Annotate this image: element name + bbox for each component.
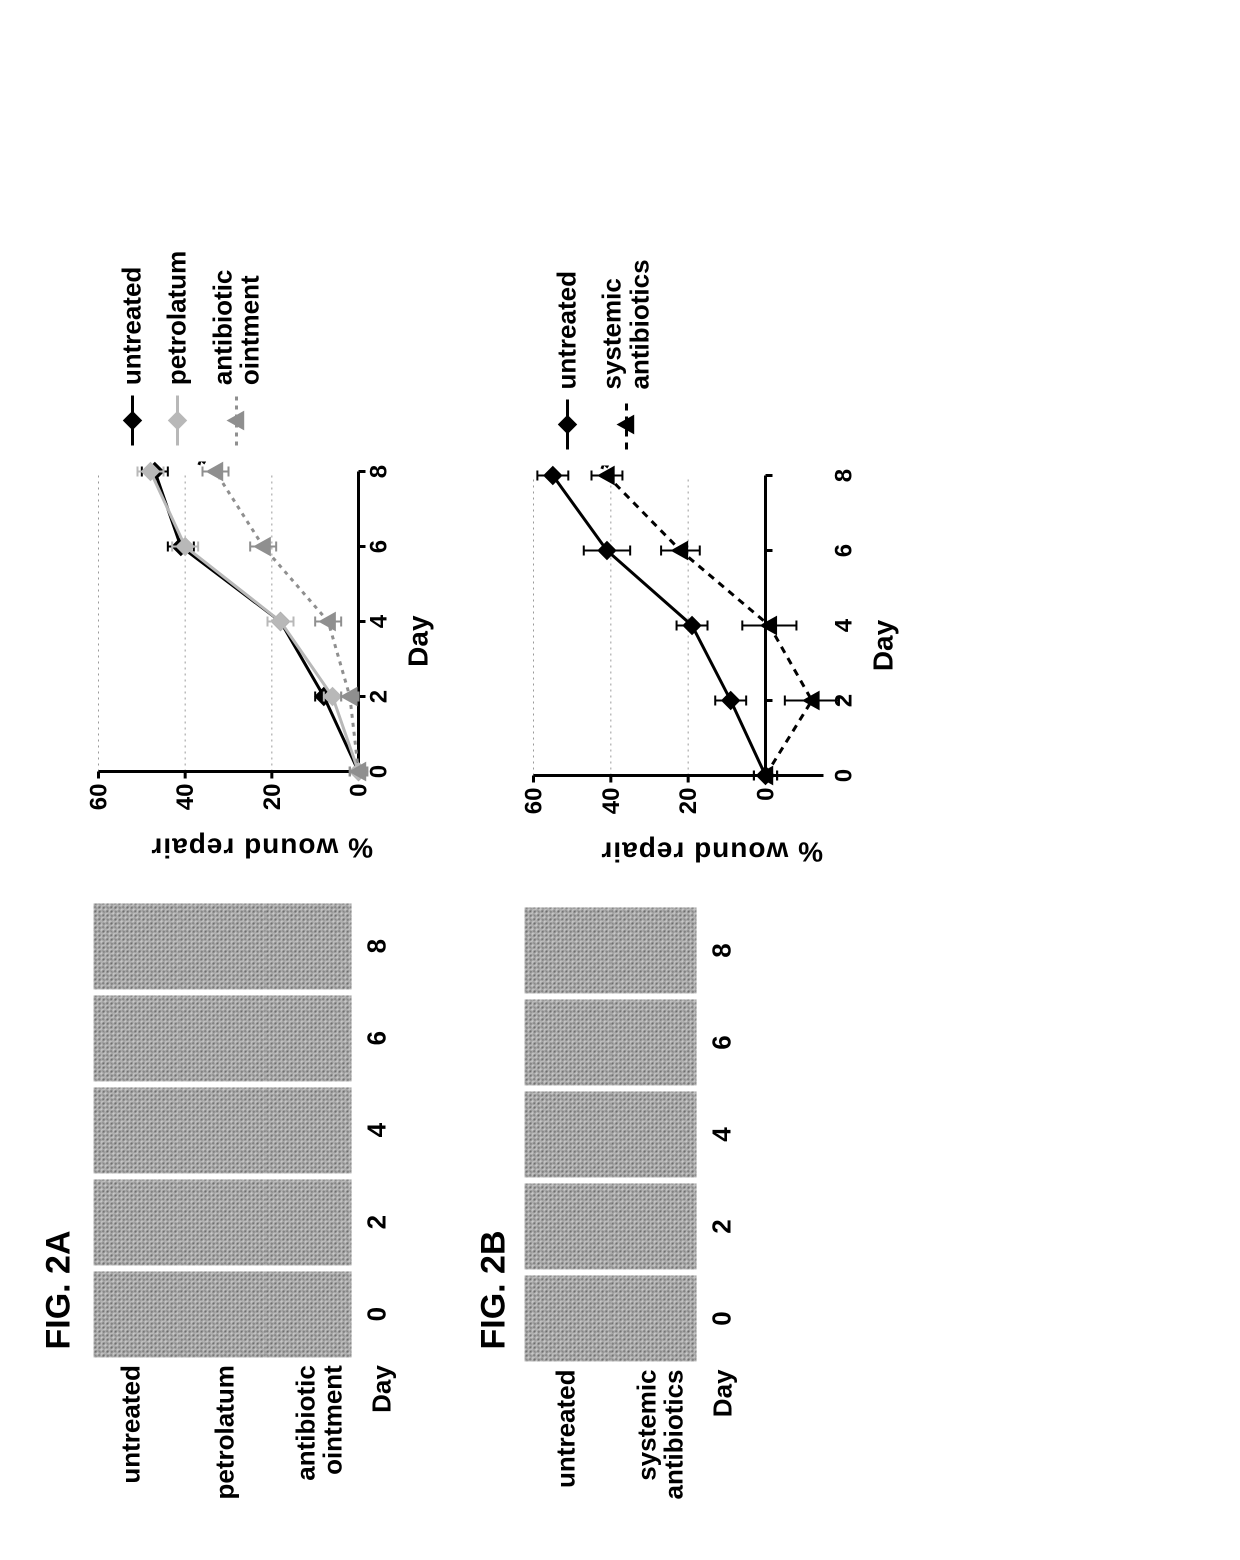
fig2b-chart: 020406002468** [524,465,864,825]
fig2b-day-tick: 4 [707,1091,738,1177]
fig2b-day-tick: 6 [707,999,738,1085]
fig2a-legend-label: untreated [119,267,146,385]
fig2b-wound-thumb [611,1091,697,1177]
fig2b-legend-label: systemicantibiotics [599,259,654,389]
fig2a-image-grid: untreatedpetrolatumantibioticointment Da… [89,903,398,1499]
fig2b-day-tick: 2 [707,1183,738,1269]
fig2a-chart-wrap: % wound repair 0 20 40 60 0 2 4 6 8 ** Day untrea… [89,187,435,863]
fig2a-wound-thumb [94,1271,180,1357]
fig2b-xlabel: Day [868,620,900,671]
fig2b-wound-thumb [611,1183,697,1269]
fig2b-wound-thumb [525,907,611,993]
fig2a-legend-label: antibioticointment [209,270,264,386]
fig2a-chart: 0 20 40 60 0 2 4 6 8 ** [89,461,399,821]
fig2b-legend-item: systemicantibiotics [599,259,654,449]
fig2a-wound-thumb [266,995,352,1081]
svg-text:0: 0 [366,764,393,777]
panel-fig2b: FIG. 2B untreatedsystemicantibiotics Day… [475,61,900,1500]
fig2a-row-label: untreated [89,1365,175,1499]
svg-text:60: 60 [89,783,113,810]
fig2b-day-tick: 0 [707,1275,738,1361]
figure-container: FIG. 2A untreatedpetrolatumantibioticoin… [0,1,1240,1560]
svg-text:2: 2 [366,689,393,702]
fig2b-day-tick: 8 [707,907,738,993]
svg-text:**: ** [190,461,223,465]
svg-text:60: 60 [524,787,548,814]
fig2a-wound-thumb [180,995,266,1081]
fig2a-wound-thumb [266,1271,352,1357]
svg-text:8: 8 [831,469,858,482]
fig2a-day-label: Day [367,1365,398,1499]
fig2a-wound-thumb [266,1179,352,1265]
fig2b-title: FIG. 2B [475,61,514,1350]
fig2b-row-label: untreated [524,1369,610,1499]
fig2a-legend-item: antibioticointment [209,251,264,445]
fig2a-day-tick: 4 [362,1087,393,1173]
fig2a-day-tick: 0 [362,1271,393,1357]
svg-text:0: 0 [753,787,780,800]
fig2a-row-label: petrolatum [183,1365,269,1499]
fig2b-row-labels: untreatedsystemicantibiotics [524,1369,704,1499]
fig2b-wound-thumb [525,1091,611,1177]
fig2b-wound-thumb [611,1275,697,1361]
svg-text:40: 40 [598,787,625,814]
fig2a-wound-thumb [180,903,266,989]
fig2b-chart-wrap: % wound repair 020406002468** Day untrea… [524,195,900,867]
fig2a-legend: untreated petrolatum antibioticointment [89,251,264,445]
svg-text:4: 4 [831,618,858,632]
fig2a-legend-label: petrolatum [164,251,191,385]
fig2a-wound-thumb [94,995,180,1081]
fig2b-row-label: systemicantibiotics [618,1369,704,1499]
fig2a-day-ticks: 02468 [362,903,393,1357]
fig2a-legend-item: petrolatum [164,251,191,445]
fig2b-legend: untreated systemicantibiotics [524,259,654,449]
fig2a-wound-thumb [266,903,352,989]
svg-text:40: 40 [172,783,199,810]
svg-text:8: 8 [366,464,393,477]
fig2a-row-labels: untreatedpetrolatumantibioticointment [89,1365,363,1499]
svg-text:20: 20 [259,783,286,810]
fig2a-day-tick: 2 [362,1179,393,1265]
fig2a-xlabel: Day [403,615,435,666]
fig2a-day-tick: 8 [362,903,393,989]
fig2a-title: FIG. 2A [40,61,79,1350]
fig2a-day-tick: 6 [362,995,393,1081]
fig2a-row-label: antibioticointment [277,1365,363,1499]
fig2b-wound-thumb [525,1275,611,1361]
svg-text:6: 6 [831,544,858,557]
fig2a-wound-thumb [180,1087,266,1173]
fig2b-day-label: Day [708,1369,739,1499]
fig2b-wound-thumb [525,999,611,1085]
fig2a-wound-thumb [94,903,180,989]
fig2a-ylabel: % wound repair [150,831,372,863]
fig2b-ylabel: % wound repair [600,835,822,867]
fig2b-wound-thumb [611,999,697,1085]
svg-text:0: 0 [831,769,858,782]
fig2b-wound-thumb [525,1183,611,1269]
panel-fig2a: FIG. 2A untreatedpetrolatumantibioticoin… [40,61,435,1500]
fig2b-image-grid: untreatedsystemicantibiotics Day 02468 [524,907,739,1499]
fig2a-wound-thumb [94,1179,180,1265]
svg-text:20: 20 [675,787,702,814]
fig2a-wound-thumb [180,1179,266,1265]
fig2b-wound-thumb [611,907,697,993]
fig2b-legend-label: untreated [554,271,581,389]
fig2a-wound-thumb [94,1087,180,1173]
svg-text:**: ** [593,465,626,469]
svg-text:4: 4 [366,614,393,628]
fig2a-legend-item: untreated [119,251,146,445]
svg-text:6: 6 [366,539,393,552]
svg-text:0: 0 [346,783,373,796]
fig2a-wound-thumb [266,1087,352,1173]
fig2b-day-ticks: 02468 [707,907,738,1361]
fig2a-wound-thumb [180,1271,266,1357]
fig2b-legend-item: untreated [554,259,581,449]
